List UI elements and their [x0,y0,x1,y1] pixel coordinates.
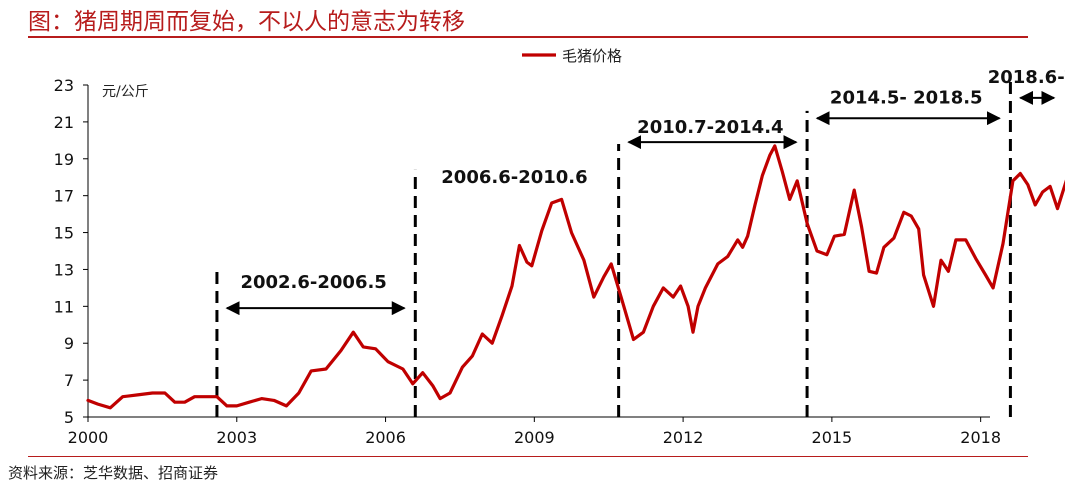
axes: 5 7 9 11 13 15 17 19 21 23 2000 2003 2006 2009 2012 201… [54,76,1001,447]
cycle-label: 2010.7-2014.4 [637,117,783,138]
y-tick-label: 13 [54,260,74,279]
legend: 毛猪价格 [522,47,622,65]
y-tick-label: 7 [64,371,74,390]
y-tick-label: 19 [54,150,74,169]
y-tick-label: 11 [54,297,74,316]
footer-rule [28,456,1028,457]
y-tick-label: 21 [54,113,74,132]
y-unit-label: 元/公斤 [102,84,149,100]
cycle-label: 2014.5- 2018.5 [830,87,983,108]
x-tick-label: 2009 [514,428,555,447]
y-tick-label: 15 [54,224,74,243]
source-note: 资料来源：芝华数据、招商证券 [8,464,219,482]
cycle-label: 2006.6-2010.6 [441,167,587,188]
y-tick-label: 9 [64,334,74,353]
x-tick-label: 2015 [812,428,853,447]
series-line-pig-price [86,144,1065,410]
cycle-dividers [215,81,1012,417]
chart-title: 图：猪周期周而复始，不以人的意志为转移 [28,9,465,35]
cycle-label: 2018.6-？ [988,67,1065,88]
y-tick-label: 5 [64,408,74,427]
y-tick-label: 17 [54,187,74,206]
pig-price-chart: 毛猪价格 元/公斤 5 7 9 11 13 15 17 19 21 23 2000 2003 2006 2… [54,47,1065,447]
series-layer [86,144,1065,410]
x-tick-label: 2003 [216,428,257,447]
x-tick-label: 2012 [663,428,704,447]
cycle-annotations: 2002.6-2006.5 2006.6-2010.6 2010.7-2014.4 2… [225,67,1065,316]
x-tick-label: 2018 [960,428,1001,447]
title-underline [28,36,1028,38]
cycle-label: 2002.6-2006.5 [240,272,386,293]
y-tick-label: 23 [54,76,74,95]
legend-label: 毛猪价格 [562,47,622,65]
x-tick-label: 2006 [365,428,406,447]
x-tick-label: 2000 [68,428,109,447]
